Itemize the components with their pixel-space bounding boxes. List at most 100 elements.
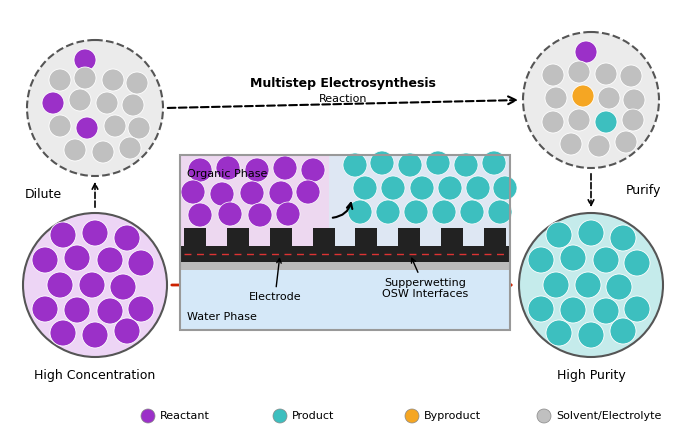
Circle shape: [568, 61, 590, 83]
Circle shape: [240, 181, 264, 205]
Circle shape: [97, 298, 123, 324]
Circle shape: [210, 182, 234, 206]
Bar: [329, 155, 510, 251]
Circle shape: [575, 272, 601, 298]
Circle shape: [560, 133, 582, 155]
Bar: [441, 228, 463, 248]
Circle shape: [23, 213, 167, 357]
Circle shape: [128, 296, 154, 322]
Circle shape: [32, 296, 58, 322]
Circle shape: [560, 245, 586, 271]
Bar: [313, 228, 335, 248]
Text: Organic Phase: Organic Phase: [187, 169, 268, 179]
Circle shape: [542, 111, 564, 133]
Circle shape: [69, 89, 91, 111]
Circle shape: [64, 139, 86, 161]
Circle shape: [82, 220, 108, 246]
Bar: [180, 262, 510, 270]
Circle shape: [128, 250, 154, 276]
Circle shape: [296, 180, 320, 204]
Circle shape: [76, 117, 98, 139]
Text: Water Phase: Water Phase: [187, 312, 257, 322]
Circle shape: [248, 203, 272, 227]
Circle shape: [47, 272, 73, 298]
Circle shape: [398, 153, 422, 177]
FancyArrowPatch shape: [333, 203, 353, 218]
Circle shape: [426, 151, 450, 175]
Circle shape: [593, 247, 619, 273]
Circle shape: [50, 320, 76, 346]
Circle shape: [102, 69, 124, 91]
Text: Supperwetting
OSW Interfaces: Supperwetting OSW Interfaces: [382, 258, 468, 299]
Text: Reaction: Reaction: [319, 94, 367, 104]
Circle shape: [543, 272, 569, 298]
Circle shape: [64, 297, 90, 323]
Text: Multistep Electrosynthesis: Multistep Electrosynthesis: [250, 77, 436, 90]
Circle shape: [568, 109, 590, 131]
Circle shape: [438, 176, 462, 200]
Bar: [355, 228, 377, 248]
Circle shape: [624, 296, 650, 322]
Circle shape: [126, 72, 148, 94]
Circle shape: [376, 200, 400, 224]
Circle shape: [610, 225, 636, 251]
Circle shape: [404, 200, 428, 224]
Text: High Concentration: High Concentration: [34, 369, 156, 382]
Circle shape: [353, 176, 377, 200]
Circle shape: [578, 322, 604, 348]
Circle shape: [560, 297, 586, 323]
Circle shape: [528, 247, 554, 273]
Circle shape: [460, 200, 484, 224]
Circle shape: [488, 200, 512, 224]
Circle shape: [622, 109, 644, 131]
Bar: [180, 155, 510, 251]
Circle shape: [595, 111, 617, 133]
Circle shape: [454, 153, 478, 177]
Circle shape: [523, 32, 659, 168]
Bar: [180, 251, 510, 330]
Bar: [180, 246, 510, 262]
Circle shape: [97, 247, 123, 273]
Circle shape: [269, 181, 293, 205]
Circle shape: [595, 63, 617, 85]
Circle shape: [588, 135, 610, 157]
Circle shape: [410, 176, 434, 200]
Circle shape: [620, 65, 642, 87]
Circle shape: [74, 67, 96, 89]
Text: High Purity: High Purity: [556, 369, 626, 382]
Circle shape: [218, 202, 242, 226]
Circle shape: [27, 40, 163, 176]
Circle shape: [79, 272, 105, 298]
Circle shape: [578, 220, 604, 246]
Circle shape: [519, 213, 663, 357]
Text: Reactant: Reactant: [160, 411, 210, 421]
Circle shape: [405, 409, 419, 423]
Circle shape: [276, 202, 300, 226]
Circle shape: [598, 87, 620, 109]
Circle shape: [542, 64, 564, 86]
Circle shape: [381, 176, 405, 200]
Circle shape: [74, 49, 96, 71]
Circle shape: [92, 141, 114, 163]
Text: Byproduct: Byproduct: [424, 411, 481, 421]
Bar: [484, 228, 506, 248]
Circle shape: [537, 409, 551, 423]
Circle shape: [575, 41, 597, 63]
Circle shape: [188, 158, 212, 182]
Circle shape: [49, 115, 71, 137]
Circle shape: [119, 137, 141, 159]
Circle shape: [104, 115, 126, 137]
Circle shape: [606, 274, 632, 300]
Circle shape: [343, 153, 367, 177]
Text: Direct Electrosynthesis: Direct Electrosynthesis: [252, 307, 434, 321]
Circle shape: [466, 176, 490, 200]
Bar: [270, 228, 292, 248]
Text: Electrode: Electrode: [249, 259, 301, 302]
Circle shape: [624, 250, 650, 276]
Circle shape: [50, 222, 76, 248]
Text: Dilute: Dilute: [25, 188, 62, 201]
Circle shape: [122, 94, 144, 116]
Circle shape: [482, 151, 506, 175]
Circle shape: [546, 222, 572, 248]
Circle shape: [181, 180, 205, 204]
